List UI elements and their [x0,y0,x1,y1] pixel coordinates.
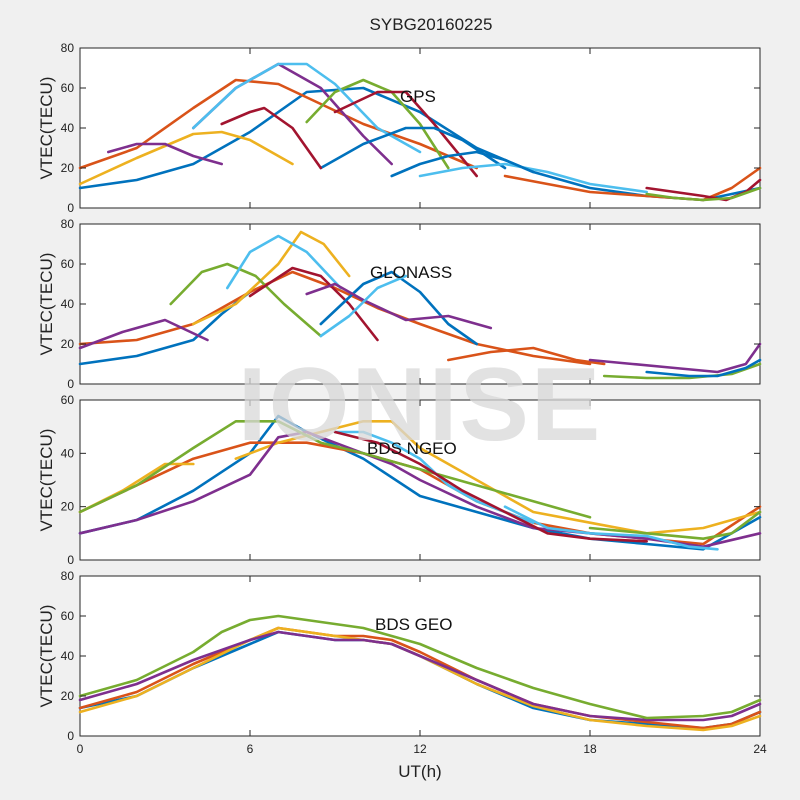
series-line-blue [319,126,507,170]
series-line-green [169,262,323,338]
y-tick-label: 20 [61,500,75,514]
panel-bds-geo: 0 6 12 18 24 0 20 40 60 80 BDS GEO VTEC(TECU) [37,569,767,756]
panel-label: GLONASS [370,263,452,282]
panel-gps: 0 20 40 60 80 GPS VTEC(TECU) [37,41,762,215]
axis-ticks: 0 6 12 18 24 0 20 40 60 80 [61,569,767,756]
series-line-yellow [78,130,294,186]
series-line-red [333,430,648,543]
y-tick-label: 40 [61,297,75,311]
x-axis-label: UT(h) [398,762,441,781]
y-axis-label: VTEC(TECU) [37,77,56,180]
y-axis-label: VTEC(TECU) [37,429,56,532]
y-tick-label: 20 [61,161,75,175]
series-line-blue [78,414,762,551]
panel-label: BDS GEO [375,615,452,634]
series-line-green [78,614,762,720]
y-tick-label: 20 [61,689,75,703]
x-tick-label: 6 [247,742,254,756]
panel-label: GPS [400,87,436,106]
y-tick-label: 80 [61,41,75,55]
series-line-green [305,78,450,170]
y-tick-label: 80 [61,569,75,583]
x-tick-label: 12 [413,742,427,756]
y-tick-label: 0 [67,377,74,391]
panel-bds-ngeo: 0 20 40 60 BDS NGEO VTEC(TECU) [37,393,762,567]
y-axis-label: VTEC(TECU) [37,605,56,708]
panel-glonass: 0 20 40 60 80 GLONASS VTEC(TECU) [37,217,762,391]
figure-title: SYBG20160225 [370,15,493,34]
panel-label: BDS NGEO [367,439,457,458]
series-line-cyan [192,62,422,154]
series-line-red [333,90,478,178]
y-tick-label: 40 [61,446,75,460]
series-line-green [588,510,762,540]
series-line-blue [390,150,535,178]
y-axis-label: VTEC(TECU) [37,253,56,356]
series-line-orange [503,166,762,202]
series-line-orange [78,78,478,170]
series-line-purple [107,142,223,166]
y-tick-label: 60 [61,609,75,623]
series-line-purple [588,342,762,374]
series-line-cyan [503,505,719,551]
axis-ticks: 0 20 40 60 80 [61,41,761,215]
series-group [78,614,762,732]
series-group [78,230,762,380]
series-line-orange [78,270,592,366]
series-line-green [645,186,762,202]
y-tick-label: 20 [61,337,75,351]
x-tick-label: 18 [583,742,597,756]
axis-ticks: 0 20 40 60 80 [61,217,761,391]
y-tick-label: 0 [67,729,74,743]
series-line-red [220,106,323,170]
y-tick-label: 40 [61,121,75,135]
watermark: IONISE [238,347,603,463]
series-line-green [78,420,592,519]
series-line-orange [447,346,606,366]
y-tick-label: 40 [61,649,75,663]
series-line-purple [78,318,209,350]
series-line-yellow [192,230,351,326]
plot-area [79,223,761,385]
y-tick-label: 60 [61,257,75,271]
series-group [78,62,762,202]
y-tick-label: 0 [67,553,74,567]
series-line-purple [78,630,762,722]
series-group [78,414,762,551]
series-line-cyan [319,274,408,338]
y-tick-label: 60 [61,81,75,95]
x-tick-label: 24 [753,742,767,756]
series-line-blue [319,270,478,346]
y-tick-label: 80 [61,217,75,231]
axis-ticks: 0 20 40 60 [61,393,761,567]
y-tick-label: 0 [67,201,74,215]
y-tick-label: 60 [61,393,75,407]
series-line-red [248,266,379,342]
x-tick-label: 0 [77,742,84,756]
series-line-cyan [226,234,342,290]
series-line-blue [645,358,762,378]
series-line-purple [305,282,493,330]
